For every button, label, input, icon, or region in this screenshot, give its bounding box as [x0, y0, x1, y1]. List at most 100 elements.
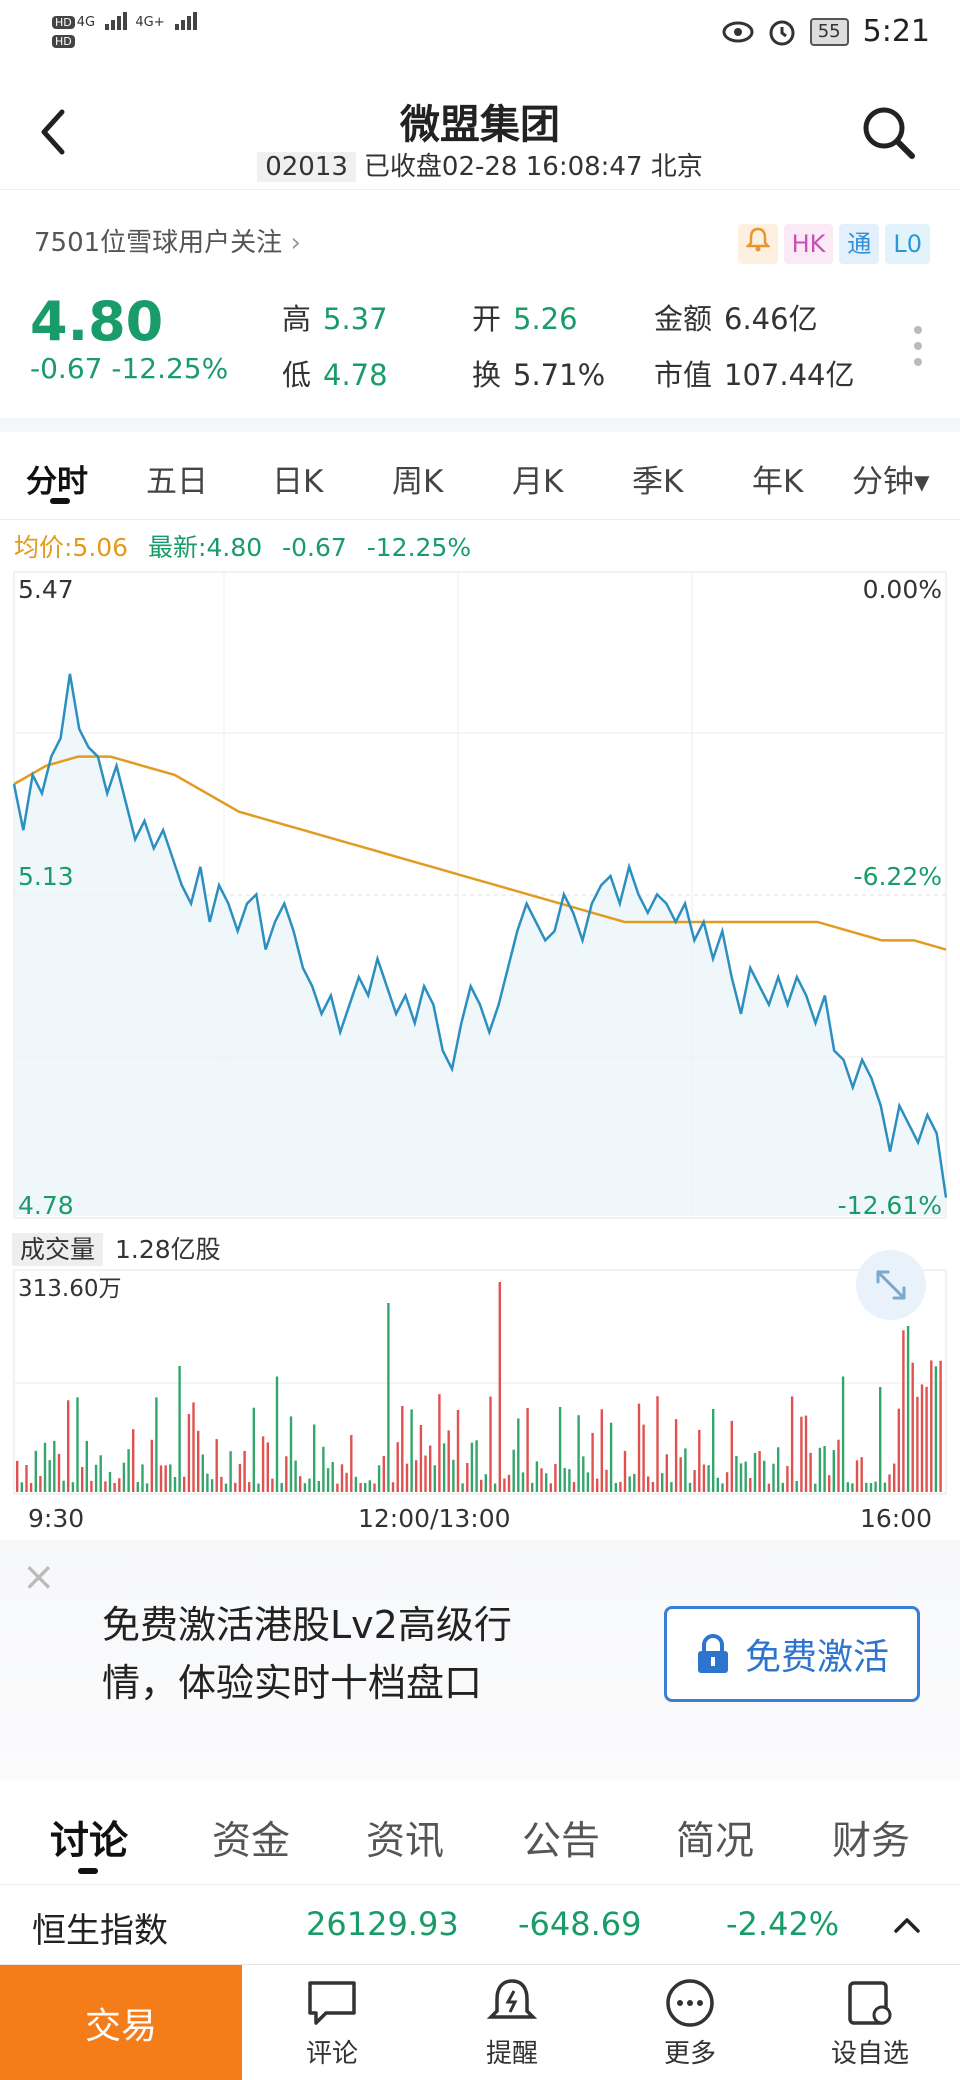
volume-bar [837, 1439, 840, 1492]
volume-bar [772, 1463, 775, 1492]
tab-profile[interactable]: 简况 [676, 1819, 755, 1864]
volume-bar [930, 1360, 933, 1492]
volume-bar [809, 1452, 812, 1492]
followers-link[interactable]: 7501位雪球用户关注 › [34, 222, 301, 259]
volume-bar [684, 1448, 687, 1492]
network-indicators: HD 4G 4G+ HD [52, 10, 201, 49]
tab-discussion[interactable]: 讨论 [50, 1819, 129, 1864]
volume-bar [549, 1483, 552, 1492]
level-tag[interactable]: L0 [885, 224, 930, 264]
stat-value: 6.46亿 [724, 302, 818, 336]
connect-tag[interactable]: 通 [839, 224, 880, 264]
tab-monthly-k[interactable]: 月K [512, 464, 564, 500]
volume-bar [391, 1482, 395, 1492]
tab-intraday[interactable]: 分时 [26, 464, 88, 500]
volume-bar [326, 1468, 330, 1492]
stat-market-cap: 市值 107.44亿 [654, 352, 855, 394]
volume-bar [712, 1409, 715, 1492]
volume-bar [401, 1406, 404, 1492]
volume-bar [744, 1461, 747, 1492]
close-time: 已收盘02-28 16:08:47 北京 [363, 152, 703, 182]
trade-label: 交易 [84, 2006, 157, 2047]
tab-funds[interactable]: 资金 [212, 1819, 291, 1864]
nav-comment[interactable]: 评论 [242, 1965, 422, 2080]
volume-bar [104, 1481, 107, 1492]
volume-bar [424, 1455, 427, 1492]
nav-watchlist-settings[interactable]: 设自选 [780, 1965, 960, 2080]
volume-bar [702, 1464, 706, 1492]
volume-bar [345, 1472, 348, 1492]
hk-tag[interactable]: HK [783, 224, 834, 264]
stat-value: 5.26 [513, 302, 578, 336]
volume-bar [317, 1481, 320, 1492]
chevron-up-icon[interactable] [892, 1911, 922, 1941]
volume-bar [637, 1403, 641, 1492]
bell-icon[interactable] [737, 224, 778, 264]
tab-weekly-k[interactable]: 周K [392, 464, 444, 500]
more-vertical-icon[interactable] [914, 318, 926, 374]
volume-bar [132, 1429, 135, 1492]
volume-title: 成交量 [12, 1233, 104, 1266]
volume-bar [888, 1474, 891, 1492]
volume-bar [294, 1460, 297, 1492]
stat-value: 107.44亿 [724, 358, 855, 392]
stat-label: 开 [472, 302, 502, 336]
volume-bar [739, 1463, 743, 1492]
volume-bar [266, 1442, 269, 1492]
nav-alert[interactable]: 提醒 [422, 1965, 602, 2080]
volume-bar [118, 1478, 121, 1492]
volume-bar [883, 1482, 887, 1492]
volume-bar [289, 1416, 293, 1492]
index-ticker[interactable]: 恒生指数 26129.93 -648.69 -2.42% [0, 1884, 960, 1964]
close-icon[interactable]: × [22, 1554, 56, 1600]
volume-bar [572, 1482, 576, 1492]
search-icon[interactable] [858, 102, 918, 162]
y-tick-right-high: 0.00% [863, 575, 942, 604]
nav-more[interactable]: 更多 [600, 1965, 780, 2080]
expand-icon[interactable] [856, 1250, 926, 1320]
volume-bar [461, 1483, 464, 1492]
volume-bar [665, 1454, 668, 1492]
activate-button[interactable]: 免费激活 [664, 1606, 920, 1702]
volume-bar [763, 1460, 766, 1492]
status-bar: HD 4G 4G+ HD 55 5:21 [0, 0, 960, 70]
volume-bar [145, 1483, 149, 1492]
tab-daily-k[interactable]: 日K [272, 464, 324, 500]
volume-bar [841, 1376, 845, 1492]
activate-label: 免费激活 [744, 1637, 889, 1678]
latest-price: 最新:4.80 [148, 533, 263, 562]
promo-text: 免费激活港股Lv2高级行情，体验实时十档盘口 [102, 1603, 512, 1705]
volume-bar [48, 1460, 51, 1492]
tab-quarterly-k[interactable]: 季K [632, 464, 684, 500]
volume-panel-frame [13, 1269, 947, 1495]
volume-bar [415, 1460, 418, 1492]
intraday-chart[interactable]: 5.47 5.13 4.78 0.00% -6.22% -12.61% 313.… [0, 568, 960, 1528]
signal-icon [174, 12, 197, 30]
volume-bar [828, 1475, 831, 1492]
stat-label: 低 [282, 358, 312, 392]
tab-financials[interactable]: 财务 [832, 1819, 911, 1864]
volume-bar [679, 1457, 682, 1492]
volume-bar [623, 1450, 627, 1492]
volume-bar [39, 1476, 42, 1492]
tab-yearly-k[interactable]: 年K [752, 464, 804, 500]
tab-announcements[interactable]: 公告 [522, 1819, 601, 1864]
volume-bar [582, 1456, 585, 1492]
back-arrow-icon[interactable] [30, 102, 80, 162]
y-tick-right-mid: -6.22% [854, 862, 942, 891]
stock-code: 02013 [257, 152, 356, 182]
volume-bar [215, 1439, 218, 1492]
trade-button[interactable]: 交易 [0, 1965, 242, 2080]
volume-bar [113, 1483, 116, 1492]
tab-minute-dropdown[interactable]: 分钟▾ [852, 464, 930, 500]
volume-total: 1.28亿股 [115, 1235, 221, 1264]
volume-bar [359, 1483, 362, 1492]
tab-news[interactable]: 资讯 [366, 1819, 445, 1864]
volume-bar [90, 1480, 93, 1492]
volume-bar [489, 1396, 492, 1492]
volume-max-tick: 313.60万 [18, 1276, 121, 1302]
tab-5day[interactable]: 五日 [146, 464, 208, 500]
volume-bar [795, 1481, 798, 1492]
market-status: 02013 已收盘02-28 16:08:47 北京 [0, 146, 960, 183]
chevron-right-icon: › [290, 228, 301, 258]
